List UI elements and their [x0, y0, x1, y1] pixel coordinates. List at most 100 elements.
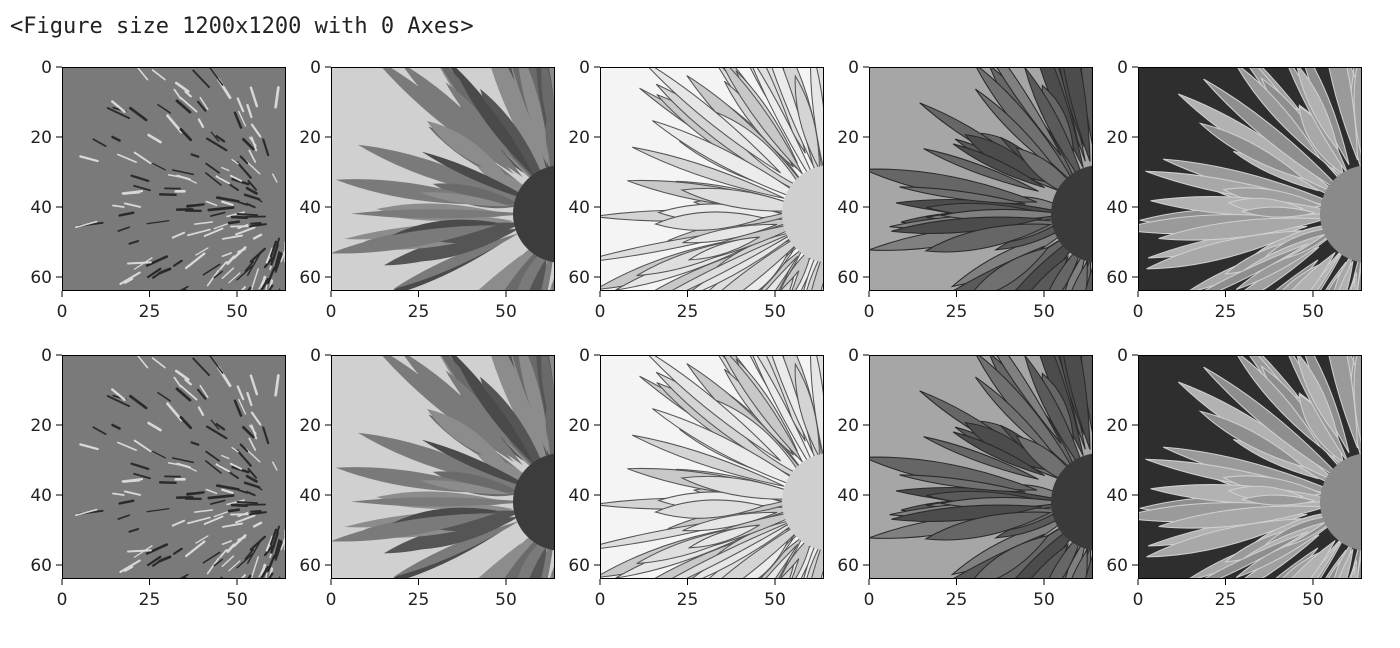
y-tick-label: 40 [1106, 486, 1128, 506]
y-tick-label: 60 [1106, 268, 1128, 288]
y-tick-label: 20 [837, 416, 859, 436]
texture-stroke [322, 95, 328, 110]
texture-stroke [294, 378, 300, 398]
texture-stroke [291, 105, 296, 123]
x-tick-label: 50 [764, 302, 786, 322]
petal-shape [1381, 0, 1400, 139]
texture-stroke [249, 317, 252, 327]
texture-stroke [162, 302, 178, 309]
texture-stroke [292, 162, 294, 173]
flower-center [1051, 165, 1149, 263]
texture-stroke [297, 173, 302, 185]
flower-center [513, 453, 611, 551]
texture-stroke [201, 307, 208, 322]
y-tick-label: 40 [299, 198, 321, 218]
texture-stroke [167, 289, 186, 301]
texture-stroke [128, 262, 151, 263]
y-tick-label: 0 [41, 58, 52, 78]
y-tick-label: 40 [837, 198, 859, 218]
petal-shape [1375, 375, 1388, 458]
x-tick-label: 50 [1033, 302, 1055, 322]
texture-stroke [173, 609, 187, 621]
x-tick-label: 25 [946, 590, 968, 610]
texture-stroke [232, 217, 246, 218]
texture-stroke [116, 592, 127, 600]
y-tick-label: 0 [1117, 346, 1128, 366]
texture-stroke [252, 314, 260, 326]
flower-center [782, 453, 880, 551]
x-tick-label: 25 [1215, 302, 1237, 322]
texture-stroke [230, 637, 237, 648]
texture-stroke [190, 305, 202, 323]
y-tick-label: 60 [299, 556, 321, 576]
y-tick-label: 40 [837, 486, 859, 506]
y-tick-label: 60 [837, 268, 859, 288]
petal-shape [518, 576, 544, 648]
texture-stroke [231, 624, 234, 632]
texture-stroke [294, 90, 300, 110]
y-tick-label: 0 [579, 346, 590, 366]
texture-stroke [294, 103, 301, 125]
y-tick-label: 0 [1117, 58, 1128, 78]
texture-stroke [157, 634, 164, 645]
x-tick-label: 50 [1302, 590, 1324, 610]
texture-stroke [190, 593, 202, 611]
texture-stroke [139, 626, 154, 643]
petal-shape [536, 571, 552, 648]
texture-stroke [290, 370, 292, 384]
texture-stroke [298, 438, 302, 452]
texture-stroke [199, 293, 210, 299]
y-tick-label: 20 [568, 128, 590, 148]
petal-shape [1379, 64, 1400, 172]
texture-stroke [244, 644, 251, 648]
texture-stroke [322, 383, 328, 398]
texture-stroke [251, 511, 260, 512]
x-tick-label: 0 [326, 590, 337, 610]
y-tick-label: 20 [299, 416, 321, 436]
y-tick-label: 20 [299, 128, 321, 148]
image-panel [576, 245, 888, 648]
texture-stroke [278, 289, 279, 306]
x-tick-label: 25 [677, 302, 699, 322]
y-tick-label: 60 [299, 268, 321, 288]
x-tick-label: 0 [1133, 590, 1144, 610]
x-tick-label: 50 [1302, 302, 1324, 322]
x-tick-label: 0 [595, 302, 606, 322]
texture-stroke [238, 214, 258, 215]
texture-stroke [162, 590, 178, 597]
x-tick-label: 50 [226, 302, 248, 322]
y-tick-label: 0 [848, 346, 859, 366]
image-background [62, 355, 286, 579]
texture-stroke [231, 336, 234, 344]
x-tick-label: 0 [326, 302, 337, 322]
texture-stroke [248, 310, 257, 326]
texture-stroke [199, 581, 210, 587]
y-tick-label: 60 [30, 556, 52, 576]
texture-stroke [294, 391, 301, 413]
petal-shape [558, 369, 569, 465]
texture-stroke [294, 151, 296, 158]
texture-stroke [294, 439, 296, 446]
x-tick-label: 0 [57, 302, 68, 322]
petal-shape [1382, 36, 1400, 159]
petal-shape [1382, 324, 1400, 447]
texture-stroke [106, 597, 119, 601]
x-tick-label: 0 [864, 590, 875, 610]
texture-stroke [201, 595, 208, 610]
texture-stroke [292, 450, 294, 461]
y-tick-label: 20 [30, 416, 52, 436]
texture-stroke [182, 583, 191, 588]
texture-stroke [128, 550, 151, 551]
x-tick-label: 50 [1033, 590, 1055, 610]
texture-stroke [211, 584, 216, 591]
x-tick-label: 0 [595, 590, 606, 610]
texture-stroke [273, 606, 275, 630]
y-tick-label: 20 [1106, 416, 1128, 436]
texture-stroke [229, 222, 239, 223]
y-tick-label: 40 [30, 198, 52, 218]
texture-stroke [287, 121, 290, 132]
x-tick-label: 50 [495, 590, 517, 610]
petal-shape [811, 572, 824, 642]
petal-shape [1382, 16, 1400, 148]
